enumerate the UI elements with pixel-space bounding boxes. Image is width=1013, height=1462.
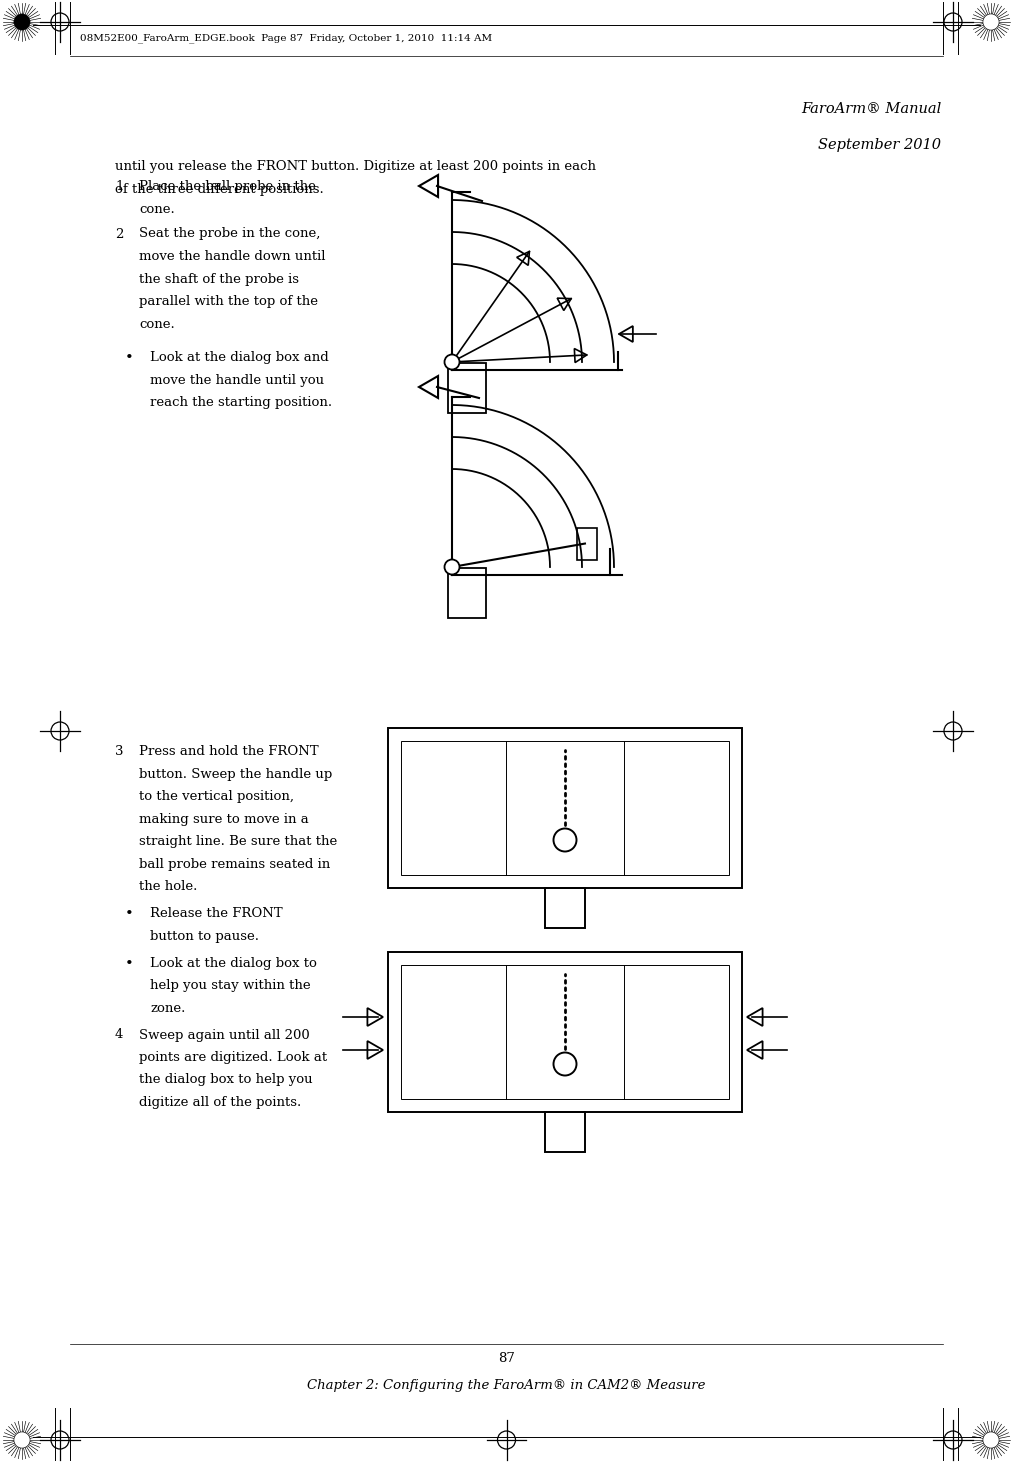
Text: parallel with the top of the: parallel with the top of the (139, 295, 318, 308)
Text: making sure to move in a: making sure to move in a (139, 813, 309, 826)
Text: Sweep again until all 200: Sweep again until all 200 (139, 1028, 310, 1041)
Text: Seat the probe in the cone,: Seat the probe in the cone, (139, 228, 320, 241)
Ellipse shape (983, 1431, 999, 1447)
Text: •: • (125, 906, 134, 921)
Text: to the vertical position,: to the vertical position, (139, 789, 294, 803)
Bar (448, 569, 486, 618)
Text: points are digitized. Look at: points are digitized. Look at (139, 1051, 327, 1064)
Text: 3: 3 (115, 746, 124, 757)
Text: 1: 1 (115, 180, 124, 193)
Text: until you release the FRONT button. Digitize at least 200 points in each: until you release the FRONT button. Digi… (115, 159, 596, 173)
Text: straight line. Be sure that the: straight line. Be sure that the (139, 835, 337, 848)
Bar (401, 741, 729, 874)
Bar (577, 528, 597, 560)
Text: 4: 4 (115, 1028, 124, 1041)
Bar (388, 728, 742, 887)
Circle shape (553, 829, 576, 851)
Text: reach the starting position.: reach the starting position. (150, 396, 332, 409)
Text: 08M52E00_FaroArm_EDGE.book  Page 87  Friday, October 1, 2010  11:14 AM: 08M52E00_FaroArm_EDGE.book Page 87 Frida… (80, 34, 492, 42)
Bar (448, 363, 486, 412)
Text: digitize all of the points.: digitize all of the points. (139, 1096, 301, 1110)
Bar (545, 1113, 585, 1152)
Text: move the handle until you: move the handle until you (150, 374, 324, 387)
Text: Press and hold the FRONT: Press and hold the FRONT (139, 746, 319, 757)
Text: Release the FRONT: Release the FRONT (150, 906, 283, 920)
Ellipse shape (14, 1431, 30, 1447)
Text: cone.: cone. (139, 203, 175, 216)
Text: Look at the dialog box and: Look at the dialog box and (150, 351, 329, 364)
Text: ball probe remains seated in: ball probe remains seated in (139, 858, 330, 870)
Ellipse shape (983, 15, 999, 31)
Text: 2: 2 (115, 228, 124, 241)
Text: 87: 87 (498, 1352, 515, 1366)
Text: Place the ball probe in the: Place the ball probe in the (139, 180, 316, 193)
Text: the dialog box to help you: the dialog box to help you (139, 1073, 313, 1086)
Text: move the handle down until: move the handle down until (139, 250, 325, 263)
Text: Look at the dialog box to: Look at the dialog box to (150, 956, 317, 969)
Circle shape (445, 560, 460, 575)
Text: of the three different positions.: of the three different positions. (115, 183, 324, 196)
Text: •: • (125, 956, 134, 971)
Text: •: • (125, 351, 134, 366)
Ellipse shape (14, 15, 30, 31)
Circle shape (445, 354, 460, 370)
Bar (401, 965, 729, 1099)
Text: Chapter 2: Configuring the FaroArm® in CAM2® Measure: Chapter 2: Configuring the FaroArm® in C… (307, 1379, 706, 1392)
Text: cone.: cone. (139, 317, 175, 330)
Text: help you stay within the: help you stay within the (150, 980, 311, 993)
Text: button to pause.: button to pause. (150, 930, 259, 943)
Text: FaroArm® Manual: FaroArm® Manual (800, 102, 941, 115)
Bar (388, 952, 742, 1113)
Text: September 2010: September 2010 (819, 137, 941, 152)
Text: zone.: zone. (150, 1001, 185, 1015)
Bar (545, 887, 585, 928)
Circle shape (553, 1053, 576, 1076)
Text: the shaft of the probe is: the shaft of the probe is (139, 272, 299, 285)
Text: button. Sweep the handle up: button. Sweep the handle up (139, 768, 332, 781)
Text: the hole.: the hole. (139, 880, 198, 893)
